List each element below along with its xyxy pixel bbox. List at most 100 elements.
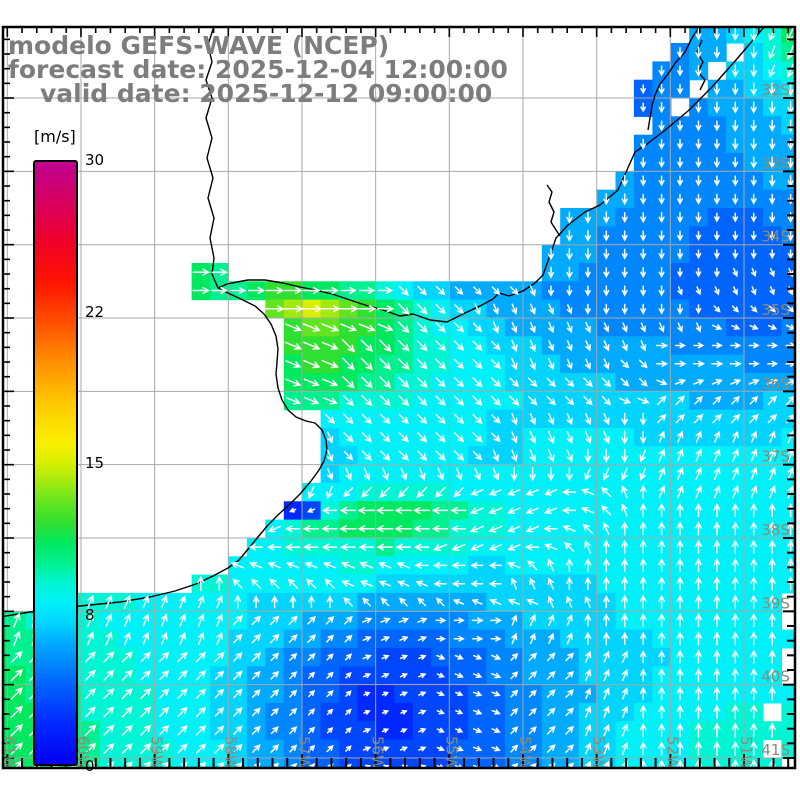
- wind-arrow: [603, 248, 610, 260]
- wind-arrow: [750, 175, 757, 187]
- wind-arrow: [694, 686, 702, 701]
- wind-arrow: [621, 303, 628, 315]
- wind-arrow: [529, 413, 536, 426]
- wind-arrow: [658, 248, 665, 260]
- lat-label: 39S: [761, 594, 790, 612]
- wind-arrow: [621, 705, 629, 718]
- wind-arrow: [250, 578, 262, 589]
- wind-arrow: [584, 557, 592, 573]
- wind-arrow: [326, 653, 334, 661]
- wind-arrow: [358, 543, 374, 551]
- wind-arrow: [713, 193, 720, 205]
- wind-arrow: [436, 654, 446, 660]
- wind-arrow: [251, 744, 261, 753]
- wind-arrow: [713, 686, 721, 701]
- wind-arrow: [674, 379, 687, 385]
- wind-arrow: [602, 631, 610, 645]
- wind-arrow: [618, 397, 632, 404]
- wind-arrow: [731, 324, 741, 330]
- wind-arrow: [695, 120, 702, 132]
- wind-arrow: [380, 450, 391, 461]
- wind-arrow: [284, 323, 302, 332]
- wind-arrow: [418, 746, 427, 752]
- wind-arrow: [376, 305, 395, 313]
- wind-arrow: [510, 726, 519, 735]
- wind-arrow: [621, 322, 628, 333]
- wind-arrow: [377, 286, 394, 295]
- wind-arrow: [767, 395, 778, 406]
- wind-arrow: [639, 576, 647, 591]
- wind-arrow: [562, 525, 576, 532]
- lon-label: 51W: [737, 736, 755, 770]
- wind-arrow: [600, 486, 612, 498]
- wind-arrow: [750, 27, 758, 42]
- wind-arrow: [84, 669, 96, 681]
- wind-arrow: [585, 687, 591, 700]
- wind-arrow: [490, 672, 502, 679]
- wind-arrow: [251, 707, 261, 717]
- wind-arrow: [676, 576, 684, 591]
- wind-arrow: [749, 413, 759, 424]
- wind-arrow: [270, 652, 280, 662]
- wind-arrow: [381, 691, 390, 697]
- wind-arrow: [547, 558, 555, 572]
- wind-arrow: [361, 413, 373, 425]
- wind-arrow: [620, 377, 630, 387]
- wind-arrow: [302, 323, 321, 332]
- wind-arrow: [233, 633, 243, 644]
- wind-arrow: [140, 670, 151, 681]
- wind-arrow: [233, 652, 243, 662]
- wind-arrow: [326, 708, 334, 716]
- wind-arrow: [676, 448, 684, 462]
- wind-arrow: [179, 613, 186, 627]
- wind-arrow: [603, 267, 610, 279]
- wind-arrow: [470, 562, 484, 569]
- wind-arrow: [398, 413, 409, 425]
- wind-arrow: [399, 636, 409, 642]
- wind-arrow: [547, 266, 555, 279]
- wind-arrow: [399, 672, 409, 679]
- wind-arrow: [510, 671, 519, 680]
- wind-arrow: [400, 728, 408, 734]
- wind-arrow: [695, 212, 702, 224]
- wind-arrow: [711, 342, 723, 349]
- wind-arrow: [546, 395, 557, 406]
- wind-arrow: [289, 671, 298, 680]
- wind-arrow: [510, 707, 519, 716]
- wind-arrow: [84, 724, 97, 737]
- wind-arrow: [658, 704, 666, 719]
- wind-arrow: [546, 652, 556, 662]
- wind-arrow: [603, 358, 610, 370]
- lat-label: 33S: [761, 154, 790, 172]
- wind-arrow: [640, 138, 647, 150]
- wind-arrow: [177, 688, 188, 699]
- wind-arrow: [159, 670, 170, 681]
- wind-arrow: [602, 613, 610, 627]
- wind-arrow: [358, 286, 376, 295]
- wind-arrow: [566, 321, 573, 334]
- wind-arrow: [528, 726, 537, 735]
- wind-arrow: [621, 230, 628, 242]
- wind-arrow: [658, 448, 666, 462]
- wind-arrow: [306, 507, 316, 513]
- wind-arrow: [750, 230, 757, 241]
- wind-arrow: [142, 613, 150, 627]
- wind-arrow: [658, 741, 666, 756]
- wind-arrow: [87, 594, 95, 609]
- wind-arrow: [266, 543, 282, 551]
- wind-arrow: [584, 267, 591, 279]
- wind-arrow: [121, 688, 133, 700]
- wind-arrow: [418, 672, 427, 679]
- wind-arrow: [749, 395, 759, 405]
- wind-arrow: [640, 303, 647, 315]
- wind-arrow: [400, 467, 408, 481]
- wind-arrow: [768, 64, 776, 78]
- wind-arrow: [10, 687, 24, 700]
- wind-arrow: [547, 467, 555, 482]
- wind-arrow: [640, 157, 647, 169]
- wind-arrow: [658, 212, 665, 224]
- wind-arrow: [529, 339, 536, 352]
- wind-arrow: [564, 377, 575, 388]
- wind-arrow: [768, 45, 776, 60]
- wind-arrow: [397, 358, 410, 370]
